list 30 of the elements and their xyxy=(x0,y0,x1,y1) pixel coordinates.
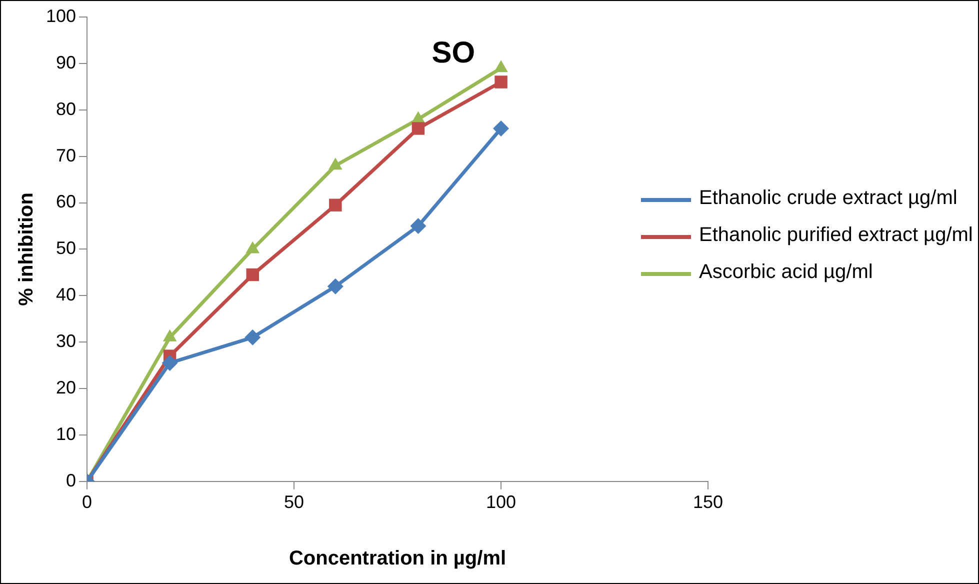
point xyxy=(494,76,508,88)
y-tick-label: 10 xyxy=(56,424,76,444)
y-tick-label: 50 xyxy=(56,238,76,258)
point xyxy=(162,354,178,371)
x-tick-label: 0 xyxy=(82,492,92,512)
point xyxy=(244,329,261,346)
text: SO xyxy=(432,36,476,70)
point xyxy=(329,198,342,212)
x-tick-label: 50 xyxy=(284,492,304,512)
y-tick-label: 60 xyxy=(56,192,76,212)
legend-label: Ethanolic crude extract µg/ml xyxy=(699,187,958,210)
y-tick-label: 80 xyxy=(56,98,76,119)
y-axis-title: % inhibition xyxy=(16,192,38,306)
point xyxy=(493,120,510,136)
legend-label: Ascorbic acid µg/ml xyxy=(699,261,873,284)
y-tick-label: 90 xyxy=(56,52,76,72)
y-tick-label: 20 xyxy=(56,377,76,398)
y-tick-label: 30 xyxy=(56,331,76,352)
x-axis-title: Concentration in µg/ml xyxy=(288,548,506,570)
point xyxy=(412,122,425,135)
x-tick-label: 150 xyxy=(692,492,724,512)
legend-label: Ethanolic purified extract µg/ml xyxy=(699,224,973,247)
point xyxy=(246,268,259,282)
x-tick-label: 100 xyxy=(486,492,516,512)
y-tick-label: 70 xyxy=(56,145,76,166)
y-tick-label: 100 xyxy=(46,6,76,26)
point xyxy=(410,218,426,234)
y-tick-label: 0 xyxy=(66,470,76,490)
point xyxy=(327,278,344,294)
y-tick-label: 40 xyxy=(56,284,76,305)
